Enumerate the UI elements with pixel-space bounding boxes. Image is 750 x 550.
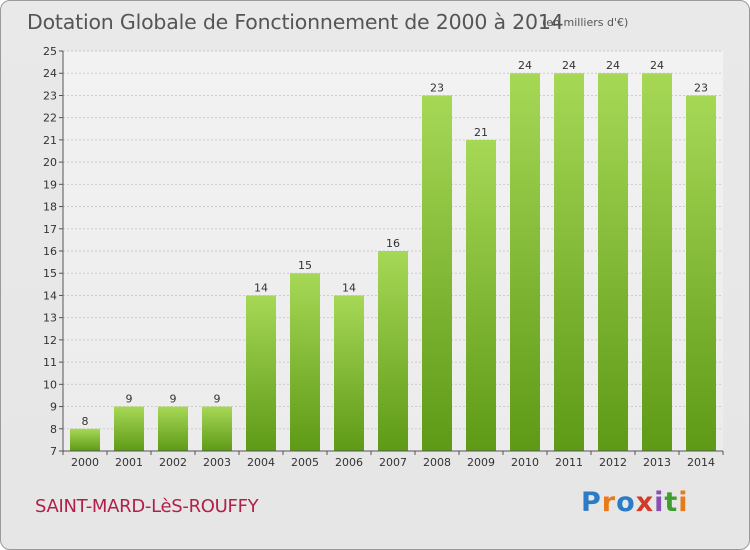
axes: 7 8 9 10 11 12 13 14 15 16 17 18 19 20 21 22 23 24 25 2000 2… <box>43 45 724 469</box>
x-tick-label: 2002 <box>159 456 187 469</box>
bar <box>334 295 364 451</box>
bar <box>114 406 144 451</box>
x-tick-label: 2010 <box>511 456 539 469</box>
bar <box>422 95 452 451</box>
y-tick-label: 16 <box>43 245 57 258</box>
y-tick-label: 15 <box>43 267 57 280</box>
x-tick-label: 2004 <box>247 456 275 469</box>
bar <box>158 406 188 451</box>
logo-letter: P <box>581 487 602 518</box>
bar <box>378 251 408 451</box>
bar-value-label: 23 <box>694 81 708 94</box>
bar <box>686 95 716 451</box>
y-tick-label: 11 <box>43 356 57 369</box>
bar-value-label: 23 <box>430 81 444 94</box>
commune-name: SAINT-MARD-LèS-ROUFFY <box>35 496 259 517</box>
bar-value-label: 14 <box>254 281 268 294</box>
logo-letter: r <box>601 487 617 518</box>
bar-value-label: 9 <box>170 393 177 406</box>
bar <box>466 139 496 451</box>
x-tick-label: 2013 <box>643 456 671 469</box>
bar <box>598 73 628 451</box>
logo-letter: o <box>616 487 636 518</box>
logo-letter: x <box>635 487 655 518</box>
bar-value-label: 24 <box>606 59 620 72</box>
y-tick-label: 9 <box>50 401 57 414</box>
bar <box>202 406 232 451</box>
y-tick-label: 22 <box>43 112 57 125</box>
x-tick-label: 2007 <box>379 456 407 469</box>
bar <box>510 73 540 451</box>
x-tick-label: 2001 <box>115 456 143 469</box>
y-tick-label: 8 <box>50 423 57 436</box>
bar-value-label: 8 <box>82 415 89 428</box>
x-tick-label: 2003 <box>203 456 231 469</box>
bars: 8 9 9 9 14 15 14 16 23 21 24 24 24 24 23 <box>70 59 716 451</box>
y-tick-label: 21 <box>43 134 57 147</box>
y-tick-label: 23 <box>43 89 57 102</box>
bar-value-label: 24 <box>650 59 664 72</box>
proxiti-logo: Proxiti <box>581 487 689 518</box>
chart-title: Dotation Globale de Fonctionnement de 20… <box>27 10 564 34</box>
y-tick-label: 19 <box>43 178 57 191</box>
bar <box>70 428 100 451</box>
y-tick-label: 10 <box>43 378 57 391</box>
bar-value-label: 16 <box>386 237 400 250</box>
y-tick-label: 24 <box>43 67 57 80</box>
logo-letter: i <box>654 487 665 518</box>
x-tick-label: 2005 <box>291 456 319 469</box>
x-tick-label: 2014 <box>687 456 715 469</box>
bar-value-label: 21 <box>474 126 488 139</box>
bar <box>554 73 584 451</box>
y-tick-label: 14 <box>43 289 57 302</box>
bar-value-label: 9 <box>214 393 221 406</box>
bar-value-label: 24 <box>518 59 532 72</box>
y-tick-label: 25 <box>43 45 57 58</box>
bar-value-label: 15 <box>298 259 312 272</box>
bar <box>246 295 276 451</box>
bar <box>290 273 320 451</box>
x-tick-label: 2006 <box>335 456 363 469</box>
logo-letter: i <box>678 487 689 518</box>
chart-subtitle: (en milliers d'€) <box>542 16 629 29</box>
bar-value-label: 14 <box>342 281 356 294</box>
bar-value-label: 9 <box>126 393 133 406</box>
y-tick-label: 17 <box>43 223 57 236</box>
x-tick-label: 2011 <box>555 456 583 469</box>
y-tick-label: 12 <box>43 334 57 347</box>
x-tick-label: 2009 <box>467 456 495 469</box>
y-tick-label: 20 <box>43 156 57 169</box>
y-tick-label: 13 <box>43 312 57 325</box>
y-tick-label: 18 <box>43 201 57 214</box>
x-tick-label: 2012 <box>599 456 627 469</box>
bar <box>642 73 672 451</box>
x-tick-label: 2008 <box>423 456 451 469</box>
logo-letter: t <box>664 487 679 518</box>
x-tick-label: 2000 <box>71 456 99 469</box>
bar-value-label: 24 <box>562 59 576 72</box>
y-tick-label: 7 <box>50 445 57 458</box>
